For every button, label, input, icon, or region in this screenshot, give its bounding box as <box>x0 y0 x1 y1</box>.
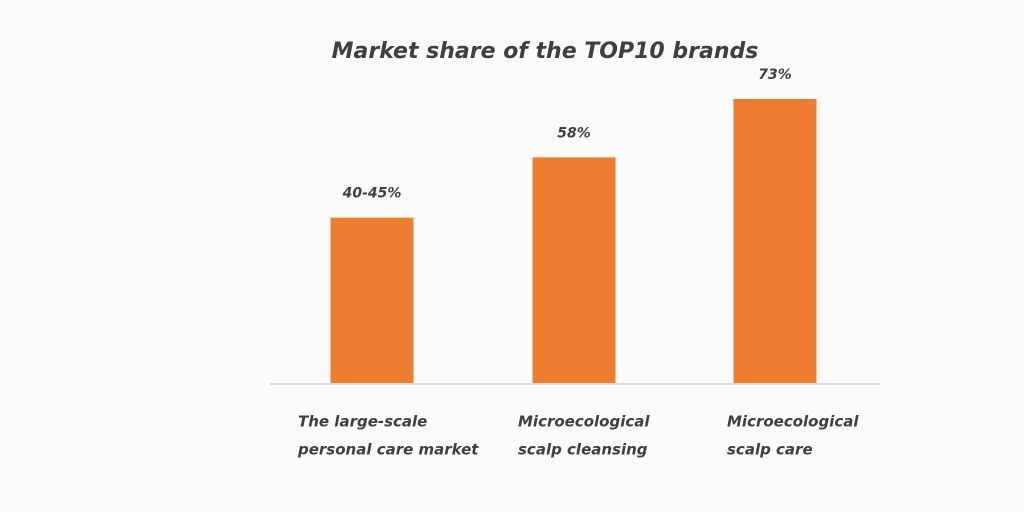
bar <box>330 217 414 383</box>
x-tick-label: scalp care <box>727 441 813 459</box>
x-tick-label: Microecological <box>727 413 859 431</box>
chart-title: Market share of the TOP10 brands <box>332 39 759 64</box>
bar <box>733 99 817 383</box>
x-tick-label: personal care market <box>297 441 479 459</box>
x-tick-label: scalp cleansing <box>518 441 648 459</box>
x-tick-label: Microecological <box>518 413 650 431</box>
value-label: 73% <box>758 67 792 83</box>
value-label: 58% <box>557 125 591 141</box>
bar <box>532 157 616 383</box>
value-label: 40-45% <box>342 186 402 202</box>
x-tick-label: The large-scale <box>298 413 427 431</box>
